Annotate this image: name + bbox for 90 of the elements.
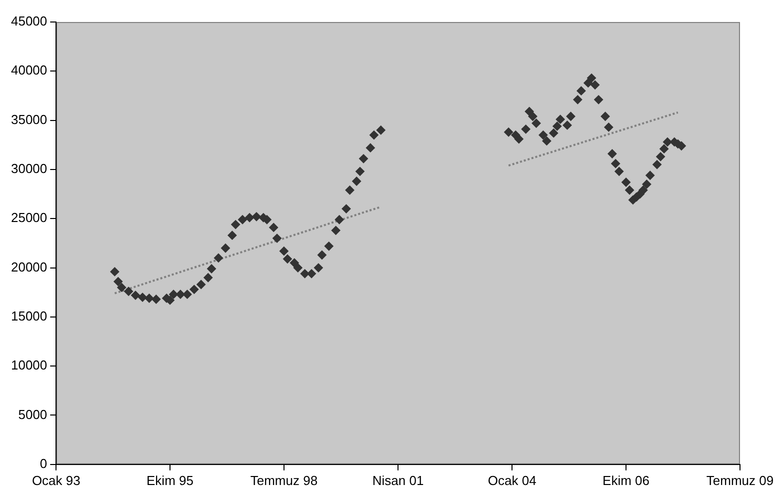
point	[614, 166, 624, 176]
point	[656, 152, 666, 162]
y-tick-label: 0	[40, 456, 48, 471]
point	[238, 215, 248, 224]
point	[352, 176, 362, 186]
point	[345, 186, 354, 195]
point	[130, 290, 140, 300]
point	[576, 86, 586, 96]
point	[532, 118, 541, 128]
y-tick-label: 10000	[10, 358, 48, 373]
point	[573, 95, 582, 104]
point	[608, 149, 617, 158]
y-tick-label: 35000	[10, 112, 48, 127]
point	[514, 134, 524, 144]
point	[207, 264, 216, 274]
point	[369, 130, 378, 140]
point	[556, 114, 565, 124]
point	[584, 78, 593, 88]
point	[662, 137, 672, 146]
point	[524, 106, 534, 116]
point	[220, 244, 230, 253]
point	[124, 286, 134, 296]
point	[604, 122, 614, 132]
point	[196, 280, 206, 289]
point	[117, 282, 126, 292]
point	[290, 258, 299, 268]
point	[359, 154, 368, 164]
point	[334, 215, 344, 224]
point	[331, 226, 340, 235]
point	[214, 253, 223, 262]
y-tick-label: 45000	[10, 14, 48, 29]
point	[114, 277, 123, 286]
point	[538, 130, 548, 140]
point	[355, 166, 364, 176]
point	[504, 128, 514, 137]
point	[552, 122, 562, 131]
point	[204, 273, 213, 282]
y-tick-label: 30000	[10, 161, 48, 176]
point	[317, 250, 326, 260]
y-tick-label: 15000	[10, 308, 48, 324]
point	[293, 263, 302, 272]
point	[110, 267, 120, 276]
point	[342, 204, 351, 214]
point	[272, 234, 282, 243]
point	[528, 112, 538, 121]
point	[646, 170, 655, 180]
point	[542, 136, 552, 146]
point	[252, 212, 261, 222]
point	[566, 112, 576, 121]
x-tick-label: Nisan 01	[372, 472, 424, 488]
point	[521, 124, 530, 134]
point	[376, 126, 386, 135]
point	[152, 294, 161, 304]
y-tick-label: 5000	[18, 406, 48, 422]
point	[660, 144, 669, 154]
x-tick-label: Ekim 06	[602, 472, 650, 488]
y-tick-label: 40000	[10, 62, 48, 78]
point	[307, 269, 316, 278]
point	[642, 180, 652, 189]
point	[549, 128, 558, 138]
point	[282, 254, 292, 264]
point	[611, 159, 620, 168]
x-tick-label: Ekim 95	[146, 472, 194, 488]
point	[144, 294, 154, 303]
x-tick-label: Temmuz 98	[250, 472, 318, 488]
y-tick-label: 20000	[10, 259, 48, 274]
x-tick-label: Ocak 04	[488, 472, 536, 488]
point	[625, 186, 634, 195]
point	[314, 263, 323, 272]
point	[622, 178, 631, 187]
point	[228, 230, 237, 240]
point	[652, 160, 662, 170]
point	[300, 269, 310, 278]
x-tick-label: Temmuz 09	[706, 472, 774, 488]
point	[366, 143, 375, 152]
y-tick-label: 25000	[10, 210, 48, 226]
x-tick-label: Ocak 93	[32, 472, 80, 488]
point	[324, 242, 334, 251]
point	[600, 112, 610, 121]
point	[638, 186, 648, 195]
point	[182, 290, 192, 299]
point	[590, 80, 600, 90]
point	[269, 222, 278, 232]
point	[231, 220, 240, 230]
point	[587, 74, 596, 83]
point	[279, 246, 288, 256]
point	[190, 284, 199, 294]
point	[594, 95, 604, 104]
point	[245, 213, 254, 222]
point	[562, 120, 572, 130]
